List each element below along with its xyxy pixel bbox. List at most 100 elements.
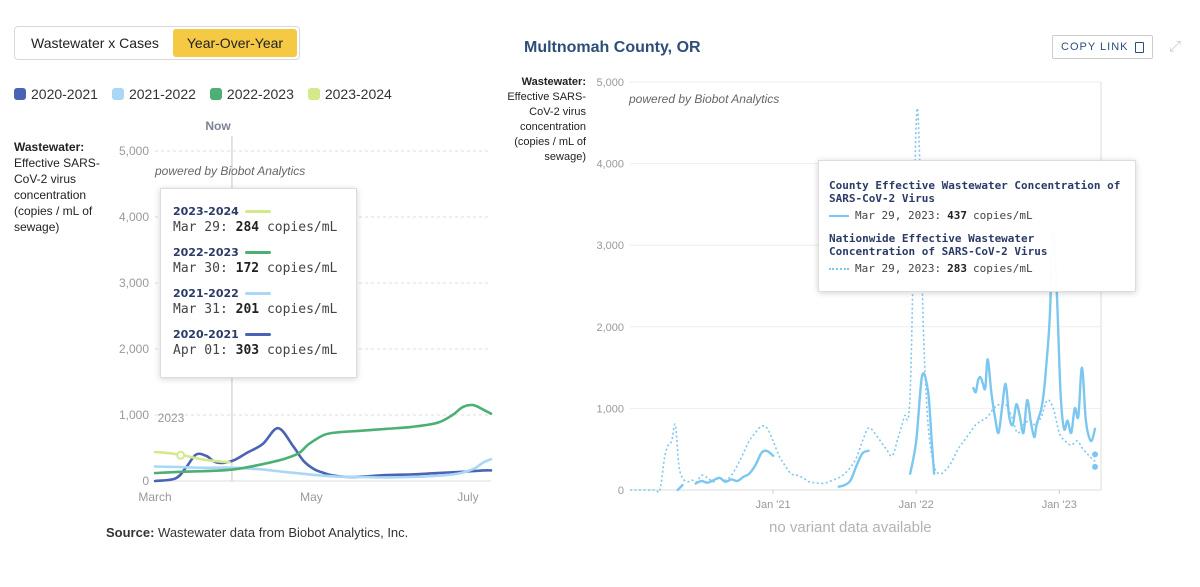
y-tick-label: 0 bbox=[618, 485, 624, 497]
copy-link-label: COPY LINK bbox=[1061, 41, 1129, 53]
legend-label: 2023-2024 bbox=[324, 86, 392, 102]
county-value: 437 bbox=[947, 209, 967, 222]
copy-icon bbox=[1134, 41, 1144, 53]
y-tick-label: 3,000 bbox=[596, 240, 624, 252]
tooltip-date: Mar 30: bbox=[173, 261, 228, 276]
tooltip-unit: copies/mL bbox=[266, 302, 338, 317]
right-x-ticks: Jan '21 Jan '22 Jan '23 bbox=[756, 490, 1077, 511]
source-bold: Source: bbox=[106, 525, 155, 540]
series-line-2021-2022 bbox=[153, 457, 493, 479]
now-label: Now bbox=[205, 119, 231, 133]
y-axis-label-text: Effective SARS-CoV-2 virus concentration… bbox=[507, 91, 586, 163]
tooltip-value: 201 bbox=[235, 302, 260, 317]
legend-item-2020-2021[interactable]: 2020-2021 bbox=[14, 86, 98, 102]
legend-label: 2020-2021 bbox=[31, 86, 98, 102]
tooltip-unit: copies/mL bbox=[266, 220, 338, 235]
tooltip-value: 303 bbox=[235, 343, 260, 358]
left-y-ticks: 0 1,000 2,000 3,000 4,000 5,000 bbox=[119, 144, 149, 488]
y-tick-label: 2,000 bbox=[119, 342, 149, 356]
left-x-ticks: March May July bbox=[138, 490, 478, 504]
powered-by-right: powered by Biobot Analytics bbox=[628, 92, 779, 106]
y-axis-label-bold: Wastewater: bbox=[521, 76, 586, 88]
county-line-segment bbox=[837, 449, 870, 488]
legend-swatch bbox=[209, 88, 222, 100]
x-tick-label: July bbox=[457, 490, 478, 504]
season-start-marker bbox=[176, 450, 186, 460]
series-line-2022-2023 bbox=[153, 403, 493, 475]
tooltip-season: 2020-2021 bbox=[173, 328, 239, 341]
y-axis-label-text: Effective SARS-CoV-2 virus concentration… bbox=[14, 156, 100, 234]
dotted-line-swatch bbox=[829, 267, 849, 270]
y-tick-label: 4,000 bbox=[596, 159, 624, 171]
legend-label: 2021-2022 bbox=[128, 86, 196, 102]
view-toggle: Wastewater x Cases Year-Over-Year bbox=[14, 26, 301, 60]
county-line-segment bbox=[676, 483, 684, 492]
y-tick-label: 1,000 bbox=[596, 403, 624, 415]
legend-swatch bbox=[111, 88, 124, 100]
county-line-segment bbox=[694, 449, 775, 485]
nation-date: Mar 29, 2023: bbox=[855, 262, 942, 275]
tooltip-season: 2022-2023 bbox=[173, 246, 239, 259]
tooltip-line-swatch bbox=[244, 251, 271, 254]
tooltip-value: 172 bbox=[235, 261, 260, 276]
wastewater-cases-button[interactable]: Wastewater x Cases bbox=[31, 35, 159, 51]
legend-item-2023-2024[interactable]: 2023-2024 bbox=[307, 86, 392, 102]
solid-line-swatch bbox=[829, 214, 849, 217]
y-tick-label: 5,000 bbox=[596, 77, 624, 89]
tooltip-date: Mar 31: bbox=[173, 302, 228, 317]
legend-swatch bbox=[307, 88, 320, 100]
legend-item-2022-2023[interactable]: 2022-2023 bbox=[209, 86, 294, 102]
year-over-year-button[interactable]: Year-Over-Year bbox=[172, 29, 298, 57]
county-tooltip-title: County Effective Wastewater Concentratio… bbox=[829, 179, 1121, 205]
tooltip-unit: copies/mL bbox=[266, 343, 338, 358]
nation-unit: copies/mL bbox=[972, 262, 1033, 275]
tooltip-season: 2023-2024 bbox=[173, 205, 239, 218]
series-line-2020-2021 bbox=[153, 426, 493, 483]
x-tick-label: Jan '21 bbox=[756, 499, 791, 511]
right-y-axis-label: Wastewater: Effective SARS-CoV-2 virus c… bbox=[506, 75, 586, 165]
no-variant-message: no variant data available bbox=[769, 519, 932, 536]
source-text: Wastewater data from Biobot Analytics, I… bbox=[158, 525, 409, 540]
tooltip-unit: copies/mL bbox=[266, 261, 338, 276]
county-hover-point bbox=[1092, 451, 1099, 458]
season-tooltip: 2023-2024 Mar 29: 284 copies/mL 2022-202… bbox=[160, 188, 357, 378]
county-date: Mar 29, 2023: bbox=[855, 209, 942, 222]
right-series-lines bbox=[630, 107, 1099, 494]
copy-link-button[interactable]: COPY LINK bbox=[1052, 35, 1153, 59]
y-tick-label: 1,000 bbox=[119, 408, 149, 422]
y-tick-label: 5,000 bbox=[119, 144, 149, 158]
tooltip-line-swatch bbox=[244, 333, 271, 336]
source-note: Source: Wastewater data from Biobot Anal… bbox=[106, 525, 408, 540]
y-tick-label: 3,000 bbox=[119, 276, 149, 290]
right-y-ticks: 0 1,000 2,000 3,000 4,000 5,000 bbox=[596, 77, 624, 497]
legend-item-2021-2022[interactable]: 2021-2022 bbox=[111, 86, 196, 102]
series-line-2023-2024 bbox=[153, 450, 231, 464]
left-series-lines bbox=[153, 403, 493, 483]
x-tick-label: Jan '22 bbox=[899, 499, 934, 511]
year-marker: 2023 bbox=[158, 411, 185, 425]
y-tick-label: 2,000 bbox=[596, 322, 624, 334]
y-tick-label: 4,000 bbox=[119, 210, 149, 224]
tooltip-value: 284 bbox=[235, 220, 260, 235]
nation-value: 283 bbox=[947, 262, 967, 275]
tooltip-row-2021-2022: 2021-2022 Mar 31: 201 copies/mL bbox=[173, 287, 344, 317]
x-tick-label: Jan '23 bbox=[1042, 499, 1077, 511]
legend-swatch bbox=[14, 88, 26, 100]
tooltip-season: 2021-2022 bbox=[173, 287, 239, 300]
county-line-segment bbox=[909, 372, 936, 475]
tooltip-row-2022-2023: 2022-2023 Mar 30: 172 copies/mL bbox=[173, 246, 344, 276]
y-axis-label-bold: Wastewater: bbox=[14, 140, 85, 154]
county-title: Multnomah County, OR bbox=[524, 39, 701, 56]
county-unit: copies/mL bbox=[972, 209, 1033, 222]
season-legend: 2020-2021 2021-2022 2022-2023 2023-2024 bbox=[14, 86, 392, 102]
y-tick-label: 0 bbox=[142, 474, 149, 488]
nation-tooltip-title: Nationwide Effective Wastewater Concentr… bbox=[829, 232, 1048, 258]
county-tooltip: County Effective Wastewater Concentratio… bbox=[818, 160, 1136, 292]
tooltip-row-2020-2021: 2020-2021 Apr 01: 303 copies/mL bbox=[173, 328, 344, 358]
x-tick-label: May bbox=[300, 490, 323, 504]
tooltip-line-swatch bbox=[244, 292, 271, 295]
nationwide-hover-point bbox=[1092, 463, 1099, 470]
tooltip-date: Mar 29: bbox=[173, 220, 228, 235]
legend-label: 2022-2023 bbox=[226, 86, 294, 102]
expand-icon[interactable]: ⤢ bbox=[1168, 38, 1181, 55]
